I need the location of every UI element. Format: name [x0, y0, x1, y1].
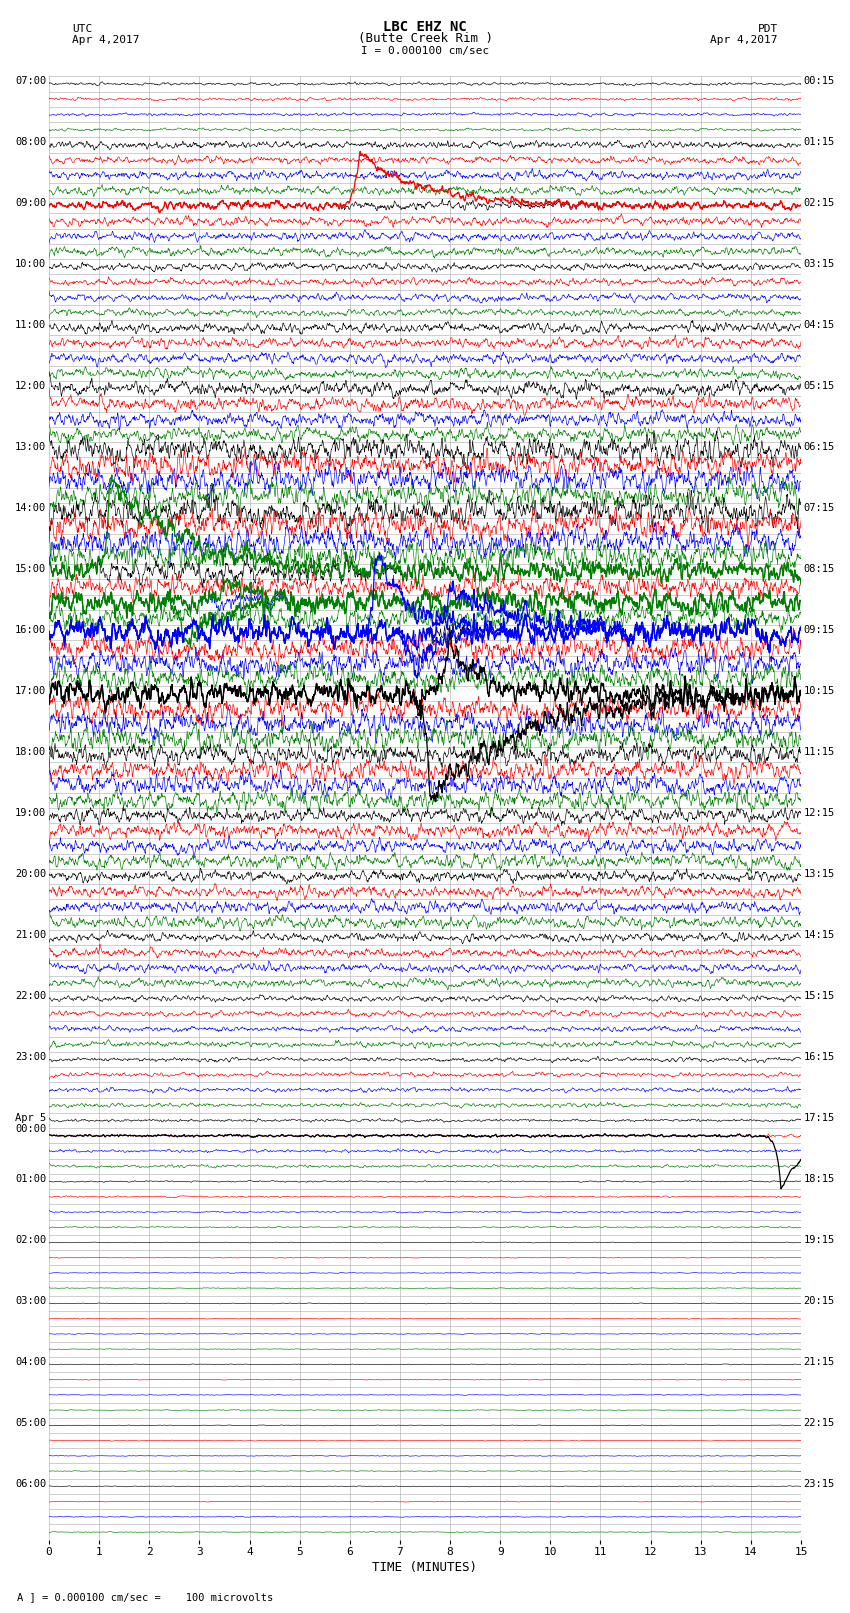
Text: Apr 4,2017: Apr 4,2017	[72, 35, 139, 45]
Text: A ] = 0.000100 cm/sec =    100 microvolts: A ] = 0.000100 cm/sec = 100 microvolts	[17, 1592, 273, 1602]
Text: PDT: PDT	[757, 24, 778, 34]
Text: (Butte Creek Rim ): (Butte Creek Rim )	[358, 32, 492, 45]
Text: UTC: UTC	[72, 24, 93, 34]
X-axis label: TIME (MINUTES): TIME (MINUTES)	[372, 1561, 478, 1574]
Text: I = 0.000100 cm/sec: I = 0.000100 cm/sec	[361, 47, 489, 56]
Text: Apr 4,2017: Apr 4,2017	[711, 35, 778, 45]
Text: LBC EHZ NC: LBC EHZ NC	[383, 19, 467, 34]
